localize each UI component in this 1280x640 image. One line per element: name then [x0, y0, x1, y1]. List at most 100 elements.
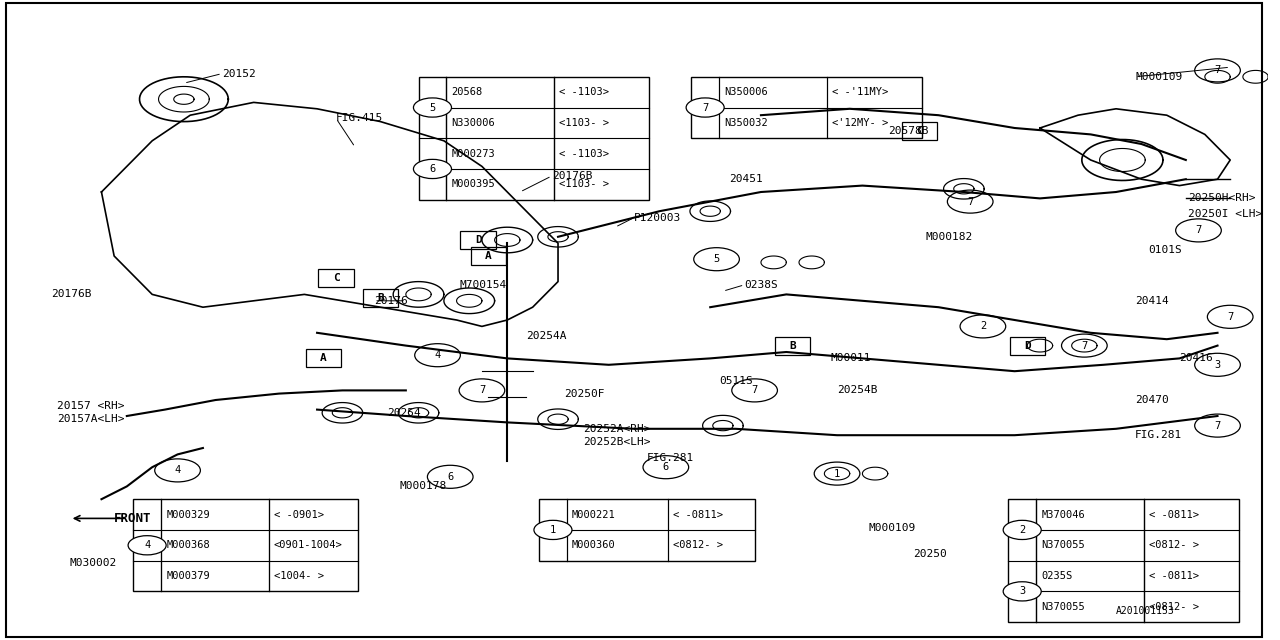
Text: M030002: M030002: [69, 558, 116, 568]
Text: FIG.281: FIG.281: [646, 452, 694, 463]
Text: M700154: M700154: [460, 280, 507, 290]
Text: <0812- >: <0812- >: [673, 540, 723, 550]
Circle shape: [534, 520, 572, 540]
Text: M000109: M000109: [1135, 72, 1183, 82]
Text: <1004- >: <1004- >: [274, 571, 324, 581]
Circle shape: [413, 98, 452, 117]
Text: 4: 4: [434, 350, 440, 360]
Text: < -1103>: < -1103>: [559, 148, 609, 159]
Text: < -'11MY>: < -'11MY>: [832, 87, 888, 97]
Text: C: C: [333, 273, 339, 284]
Text: <0812- >: <0812- >: [1149, 602, 1199, 612]
Text: M000109: M000109: [869, 523, 916, 533]
Text: 20157 <RH>: 20157 <RH>: [58, 401, 124, 412]
Text: M000395: M000395: [452, 179, 495, 189]
Text: 3: 3: [1215, 360, 1221, 370]
Circle shape: [1004, 520, 1041, 540]
Text: 20176B: 20176B: [51, 289, 91, 300]
Text: M000182: M000182: [925, 232, 973, 242]
Text: <1103- >: <1103- >: [559, 118, 609, 128]
Text: 2: 2: [1019, 525, 1025, 535]
Text: 4: 4: [174, 465, 180, 476]
Text: <0901-1004>: <0901-1004>: [274, 540, 343, 550]
Text: 7: 7: [479, 385, 485, 396]
Text: D: D: [475, 235, 481, 245]
Text: N350032: N350032: [724, 118, 768, 128]
Text: < -0901>: < -0901>: [274, 509, 324, 520]
Text: 7: 7: [1215, 420, 1221, 431]
Text: 6: 6: [663, 462, 669, 472]
Text: 7: 7: [1082, 340, 1088, 351]
Text: <1103- >: <1103- >: [559, 179, 609, 189]
Text: 20252B<LH>: 20252B<LH>: [584, 436, 652, 447]
Text: 20250F: 20250F: [564, 388, 605, 399]
Text: M000368: M000368: [166, 540, 210, 550]
Text: B: B: [378, 292, 384, 303]
Text: D: D: [1024, 340, 1030, 351]
Text: FRONT: FRONT: [114, 512, 151, 525]
Text: N330006: N330006: [452, 118, 495, 128]
Text: A: A: [485, 251, 492, 261]
Text: C: C: [916, 126, 923, 136]
Text: 20451: 20451: [730, 174, 763, 184]
Text: N370055: N370055: [1041, 540, 1085, 550]
Text: 0511S: 0511S: [719, 376, 753, 386]
Text: P120003: P120003: [634, 212, 681, 223]
Text: 0101S: 0101S: [1148, 244, 1181, 255]
Text: A201001153: A201001153: [1116, 606, 1175, 616]
Text: 1: 1: [833, 468, 840, 479]
Text: M000273: M000273: [452, 148, 495, 159]
Text: 20250H<RH>: 20250H<RH>: [1188, 193, 1256, 204]
Text: < -0811>: < -0811>: [673, 509, 723, 520]
Text: 20568: 20568: [452, 87, 483, 97]
Text: 20254A: 20254A: [526, 331, 567, 341]
Text: N350006: N350006: [724, 87, 768, 97]
Text: 20250I <LH>: 20250I <LH>: [1188, 209, 1262, 220]
Text: < -0811>: < -0811>: [1149, 509, 1199, 520]
Circle shape: [128, 536, 166, 555]
Text: 20470: 20470: [1135, 395, 1169, 405]
Text: 0235S: 0235S: [1041, 571, 1073, 581]
Text: 7: 7: [751, 385, 758, 396]
Text: M000379: M000379: [166, 571, 210, 581]
Text: M000221: M000221: [572, 509, 616, 520]
Text: 7: 7: [701, 102, 708, 113]
Text: 20252A<RH>: 20252A<RH>: [584, 424, 652, 434]
Text: 5: 5: [713, 254, 719, 264]
Text: 20254: 20254: [387, 408, 421, 418]
Text: A: A: [320, 353, 326, 364]
Text: M000360: M000360: [572, 540, 616, 550]
Text: 3: 3: [1019, 586, 1025, 596]
Circle shape: [413, 159, 452, 179]
Text: M370046: M370046: [1041, 509, 1085, 520]
Text: B: B: [790, 340, 796, 351]
Text: 7: 7: [1228, 312, 1234, 322]
Text: 20176B: 20176B: [552, 171, 593, 181]
Text: 20416: 20416: [1179, 353, 1213, 364]
Text: 20152: 20152: [221, 68, 256, 79]
Text: < -1103>: < -1103>: [559, 87, 609, 97]
Text: N370055: N370055: [1041, 602, 1085, 612]
Text: <'12MY- >: <'12MY- >: [832, 118, 888, 128]
Text: 6: 6: [429, 164, 435, 174]
Text: 7: 7: [1196, 225, 1202, 236]
Text: 7: 7: [968, 196, 973, 207]
Text: 20578B: 20578B: [888, 126, 928, 136]
Text: 5: 5: [429, 102, 435, 113]
Text: 20176: 20176: [374, 296, 408, 306]
Text: < -0811>: < -0811>: [1149, 571, 1199, 581]
Text: <0812- >: <0812- >: [1149, 540, 1199, 550]
Text: M00011: M00011: [831, 353, 872, 364]
Text: M000329: M000329: [166, 509, 210, 520]
Text: FIG.281: FIG.281: [1135, 430, 1183, 440]
Text: 6: 6: [447, 472, 453, 482]
Text: 1: 1: [550, 525, 556, 535]
Text: FIG.415: FIG.415: [337, 113, 383, 124]
Circle shape: [686, 98, 724, 117]
Circle shape: [1004, 582, 1041, 601]
Text: 20254B: 20254B: [837, 385, 878, 396]
Text: 20157A<LH>: 20157A<LH>: [58, 414, 124, 424]
Text: 2: 2: [979, 321, 986, 332]
Text: 7: 7: [1215, 65, 1221, 76]
Text: M000178: M000178: [399, 481, 447, 492]
